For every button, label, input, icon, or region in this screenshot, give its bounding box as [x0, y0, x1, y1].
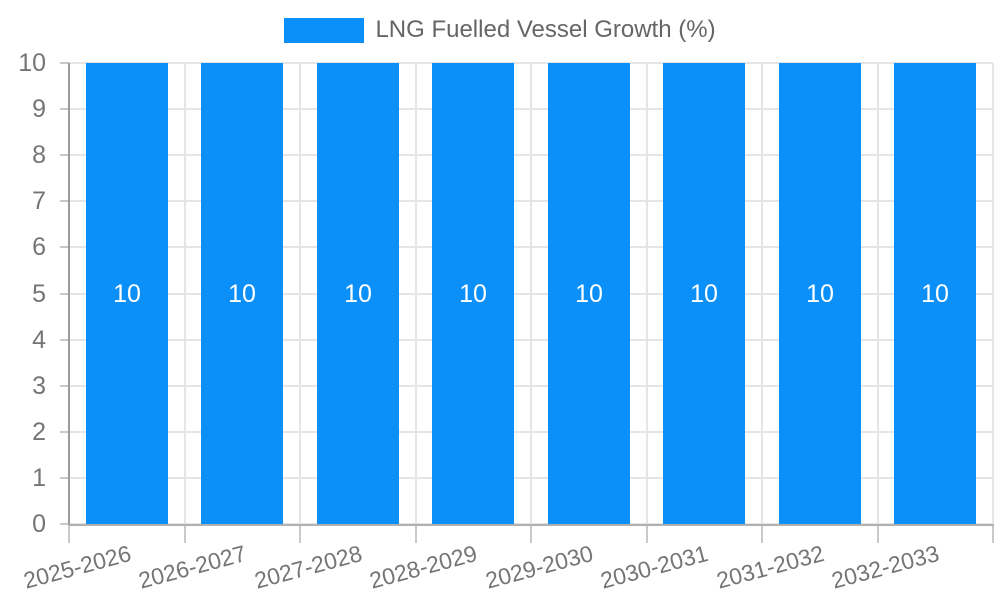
y-tick-mark — [60, 200, 69, 202]
gridline-vertical — [646, 63, 648, 524]
bar-value-label: 10 — [806, 280, 834, 308]
x-tick-mark — [299, 524, 301, 543]
y-tick-mark — [60, 246, 69, 248]
x-tick-mark — [530, 524, 532, 543]
y-axis-tick-label: 5 — [32, 280, 46, 308]
gridline-vertical — [877, 63, 879, 524]
y-tick-mark — [60, 62, 69, 64]
y-axis-tick-label: 6 — [32, 233, 46, 261]
legend-label: LNG Fuelled Vessel Growth (%) — [375, 16, 716, 43]
x-tick-mark — [68, 524, 70, 543]
bar-value-label: 10 — [690, 280, 718, 308]
y-axis-tick-label: 4 — [32, 326, 46, 354]
y-tick-mark — [60, 108, 69, 110]
bar[interactable] — [548, 63, 630, 524]
bar[interactable] — [663, 63, 745, 524]
x-tick-mark — [646, 524, 648, 543]
y-tick-mark — [60, 385, 69, 387]
bar[interactable] — [86, 63, 168, 524]
bar-value-label: 10 — [575, 280, 603, 308]
gridline-vertical — [415, 63, 417, 524]
x-tick-mark — [992, 524, 994, 543]
bar-value-label: 10 — [921, 280, 949, 308]
y-tick-mark — [60, 477, 69, 479]
bar-value-label: 10 — [344, 280, 372, 308]
bar-value-label: 10 — [459, 280, 487, 308]
y-tick-mark — [60, 339, 69, 341]
y-axis-tick-label: 10 — [18, 49, 46, 77]
y-tick-mark — [60, 154, 69, 156]
bar[interactable] — [317, 63, 399, 524]
x-tick-mark — [184, 524, 186, 543]
bar[interactable] — [779, 63, 861, 524]
y-axis-tick-label: 2 — [32, 418, 46, 446]
gridline-vertical — [530, 63, 532, 524]
y-axis-tick-label: 3 — [32, 372, 46, 400]
y-tick-mark — [60, 523, 69, 525]
bar-value-label: 10 — [113, 280, 141, 308]
x-axis-line — [68, 524, 994, 526]
y-axis-line — [68, 63, 70, 526]
y-axis-tick-label: 9 — [32, 95, 46, 123]
legend: LNG Fuelled Vessel Growth (%) — [0, 16, 1000, 44]
y-tick-mark — [60, 431, 69, 433]
bar[interactable] — [894, 63, 976, 524]
x-tick-mark — [415, 524, 417, 543]
bar[interactable] — [201, 63, 283, 524]
gridline-vertical — [184, 63, 186, 524]
y-tick-mark — [60, 293, 69, 295]
bar[interactable] — [432, 63, 514, 524]
x-tick-mark — [761, 524, 763, 543]
y-axis-tick-label: 0 — [32, 510, 46, 538]
gridline-vertical — [761, 63, 763, 524]
bar-value-label: 10 — [228, 280, 256, 308]
y-axis-tick-label: 7 — [32, 187, 46, 215]
x-tick-mark — [877, 524, 879, 543]
y-axis-tick-label: 8 — [32, 141, 46, 169]
y-axis-tick-label: 1 — [32, 464, 46, 492]
gridline-vertical — [992, 63, 994, 524]
gridline-vertical — [299, 63, 301, 524]
legend-swatch-icon — [284, 17, 365, 43]
legend-item[interactable]: LNG Fuelled Vessel Growth (%) — [284, 16, 716, 44]
